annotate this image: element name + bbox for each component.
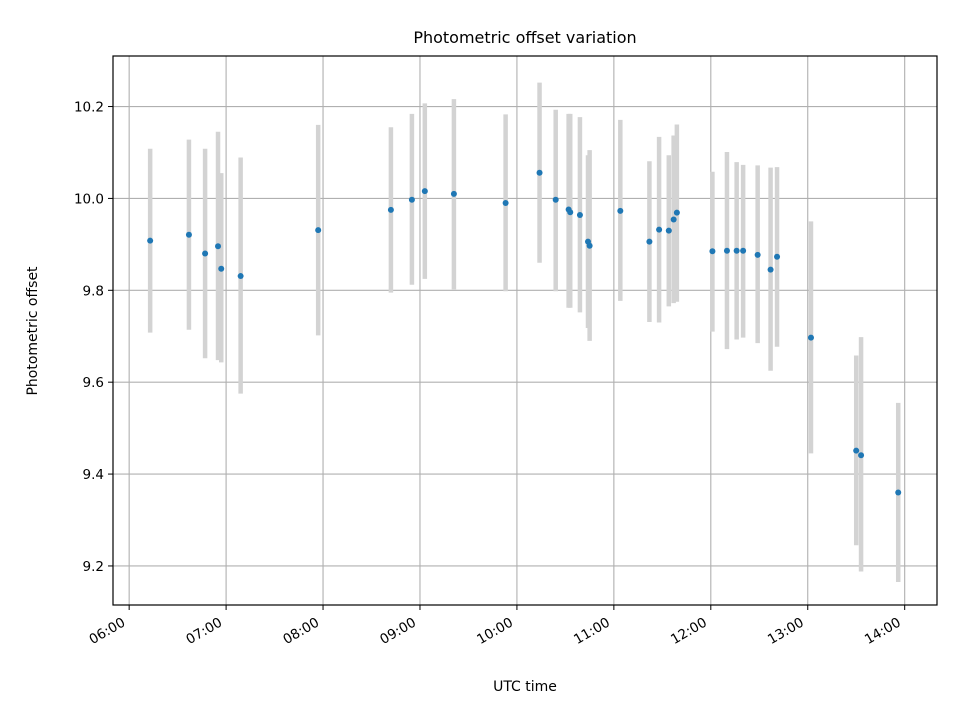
data-point [586, 242, 593, 249]
data-point [670, 216, 677, 223]
plot-frame [112, 55, 938, 606]
y-tick-label: 9.6 [83, 375, 104, 391]
data-point [421, 188, 428, 195]
data-point [147, 237, 154, 244]
data-point [450, 190, 457, 197]
y-tick-label: 10.0 [74, 191, 104, 207]
data-point [408, 196, 415, 203]
data-point [646, 238, 653, 245]
x-tick-label: 13:00 [765, 615, 807, 648]
data-point [858, 452, 865, 459]
y-axis: 9.2 9.4 9.6 9.8 10.0 10.2 [74, 100, 113, 575]
grid [113, 56, 937, 605]
data-point [673, 209, 680, 216]
data-point [895, 489, 902, 496]
data-point [215, 243, 222, 250]
data-point [617, 207, 624, 214]
data-point [552, 196, 559, 203]
x-tick-label: 14:00 [862, 615, 904, 648]
x-tick-label: 08:00 [280, 615, 322, 648]
error-bars [147, 82, 901, 583]
data-point [767, 266, 774, 273]
x-axis: 06:00 07:00 08:00 09:00 10:00 11:00 12:00 13:00… [86, 605, 906, 648]
data-point [754, 251, 761, 258]
data-point [315, 227, 322, 234]
x-tick-label: 12:00 [668, 615, 710, 648]
x-tick-label: 10:00 [474, 615, 516, 648]
data-point [218, 265, 225, 272]
data-point [567, 209, 574, 216]
data-point [536, 169, 543, 176]
data-point [237, 273, 244, 280]
data-point [185, 231, 192, 238]
x-tick-label: 06:00 [86, 615, 128, 648]
y-tick-label: 9.2 [83, 559, 104, 575]
data-point [576, 211, 583, 218]
data-point [774, 253, 781, 260]
y-axis-label: Photometric offset [25, 266, 41, 396]
data-point [733, 247, 740, 254]
data-point [656, 226, 663, 233]
data-point [709, 248, 716, 255]
x-axis-label: UTC time [493, 679, 557, 695]
data-point [202, 250, 209, 257]
x-tick-label: 09:00 [377, 615, 419, 648]
data-point [807, 334, 814, 341]
y-tick-label: 9.4 [83, 467, 104, 483]
y-tick-label: 9.8 [83, 283, 104, 299]
data-point [853, 447, 860, 454]
data-points [147, 169, 902, 496]
x-tick-label: 11:00 [571, 615, 613, 648]
data-point [740, 247, 747, 254]
data-point [502, 200, 509, 207]
data-point [387, 206, 394, 213]
y-tick-label: 10.2 [74, 100, 104, 116]
chart-title: Photometric offset variation [413, 28, 636, 47]
x-tick-label: 07:00 [183, 615, 225, 648]
data-point [723, 247, 730, 254]
data-point [665, 227, 672, 234]
